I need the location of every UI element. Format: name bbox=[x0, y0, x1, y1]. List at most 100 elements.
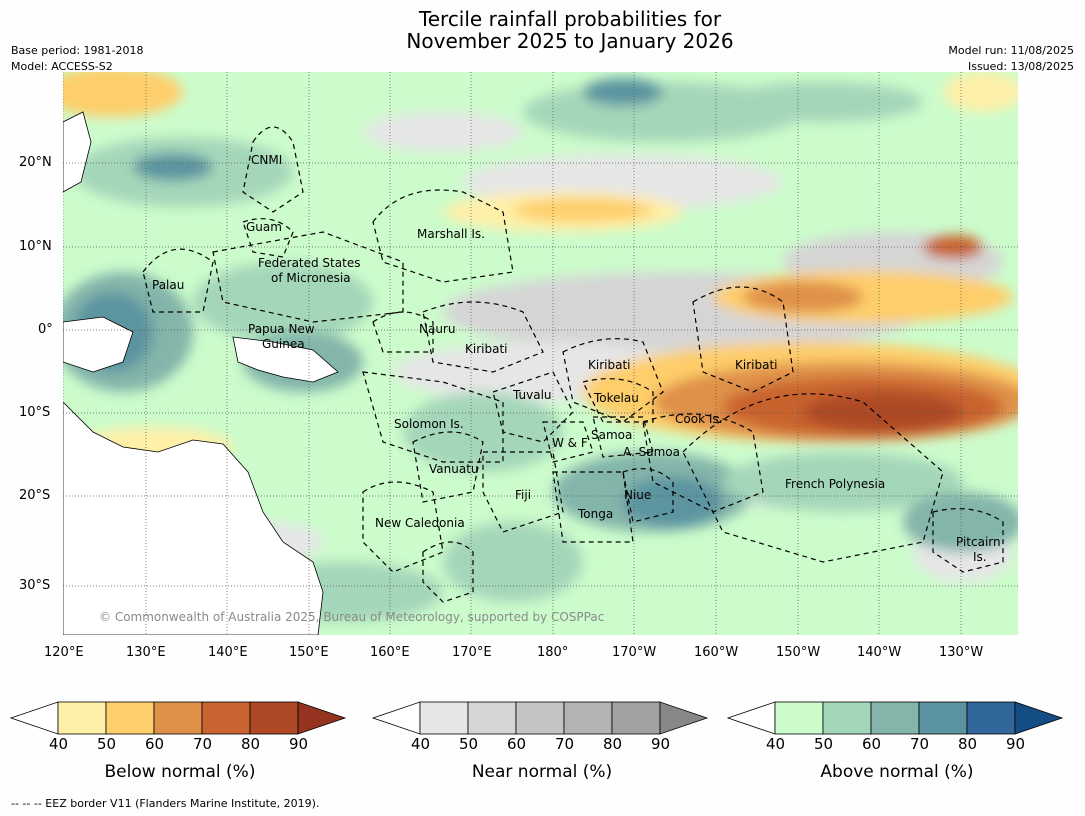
label-niue: Niue bbox=[624, 488, 652, 502]
lon-tick: 180° bbox=[537, 645, 569, 660]
label-guam: Guam bbox=[246, 220, 282, 234]
label-solomon: Solomon Is. bbox=[394, 417, 464, 431]
cb-tick: 80 bbox=[241, 735, 261, 753]
cb-tick: 80 bbox=[603, 735, 623, 753]
cb-tick: 50 bbox=[97, 735, 117, 753]
colorbar-segment bbox=[822, 701, 872, 735]
cb-tick: 40 bbox=[411, 735, 431, 753]
colorbar-segment bbox=[249, 701, 299, 735]
colorbar-segment bbox=[870, 701, 920, 735]
eez-tonga bbox=[552, 471, 634, 543]
cb-tick: 40 bbox=[766, 735, 786, 753]
label-png-1: Papua New bbox=[248, 322, 315, 336]
title-line-1: Tercile rainfall probabilities for bbox=[418, 7, 722, 31]
cb-tick: 80 bbox=[958, 735, 978, 753]
cb-tick: 70 bbox=[910, 735, 930, 753]
eez-niue bbox=[622, 468, 674, 523]
eez-solomon bbox=[362, 371, 504, 463]
cb-tick: 60 bbox=[145, 735, 165, 753]
colorbar-label-above: Above normal (%) bbox=[820, 762, 974, 782]
colorbar-segment bbox=[966, 701, 1016, 735]
model-run: Model run: 11/08/2025 bbox=[948, 44, 1074, 57]
label-pitcairn-2: Is. bbox=[973, 550, 987, 564]
colorbar-segment bbox=[105, 701, 155, 735]
copyright-notice: © Commonwealth of Australia 2025, Bureau… bbox=[99, 610, 604, 624]
label-kiribati-west: Kiribati bbox=[465, 342, 508, 356]
label-fiji: Fiji bbox=[515, 488, 532, 502]
colorbar-segment bbox=[57, 701, 107, 735]
lon-tick: 120°E bbox=[44, 645, 84, 660]
colorbar-segment bbox=[201, 701, 251, 735]
model-name: Model: ACCESS-S2 bbox=[11, 60, 113, 73]
label-nauru: Nauru bbox=[419, 322, 456, 336]
eez-fsm bbox=[212, 231, 404, 323]
colorbar-high-arrow bbox=[659, 701, 709, 735]
colorbar-segment bbox=[774, 701, 824, 735]
lon-tick: 160°E bbox=[370, 645, 410, 660]
colorbar-low-arrow bbox=[371, 701, 421, 735]
label-tonga: Tonga bbox=[578, 507, 614, 521]
eez-kiribati-east bbox=[692, 286, 794, 393]
colorbar-near-normal bbox=[371, 700, 712, 736]
label-png-2: Guinea bbox=[262, 337, 305, 351]
colorbar-below-normal bbox=[9, 700, 350, 736]
cb-tick: 60 bbox=[862, 735, 882, 753]
eez-guam bbox=[242, 218, 294, 258]
cb-tick: 40 bbox=[49, 735, 69, 753]
title-line-2: November 2025 to January 2026 bbox=[406, 29, 734, 53]
colorbar-above-normal bbox=[726, 700, 1067, 736]
issued-date: Issued: 13/08/2025 bbox=[967, 60, 1074, 73]
cb-tick: 70 bbox=[555, 735, 575, 753]
colorbar-label-near: Near normal (%) bbox=[471, 762, 613, 782]
eez-palau bbox=[142, 248, 214, 313]
colorbar-low-arrow bbox=[726, 701, 776, 735]
lat-tick: 30°S bbox=[19, 578, 51, 593]
label-samoa: Samoa bbox=[591, 428, 633, 442]
lat-tick: 20°N bbox=[19, 155, 52, 170]
eez-new-caledonia bbox=[362, 481, 444, 573]
cb-tick: 70 bbox=[193, 735, 213, 753]
label-vanuatu: Vanuatu bbox=[429, 462, 479, 476]
label-kiribati-east: Kiribati bbox=[735, 358, 778, 372]
colorbar-segment bbox=[515, 701, 565, 735]
eez-cnmi bbox=[242, 126, 304, 213]
label-fsm-1: Federated States bbox=[258, 256, 361, 270]
coastlines bbox=[63, 111, 339, 635]
probability-fields bbox=[63, 72, 1018, 622]
cb-tick: 50 bbox=[459, 735, 479, 753]
label-cook: Cook Is. bbox=[675, 412, 723, 426]
lon-tick: 170°W bbox=[612, 645, 657, 660]
label-cnmi: CNMI bbox=[251, 153, 283, 167]
label-pitcairn-1: Pitcairn bbox=[956, 535, 1001, 549]
colorbar-high-arrow bbox=[1014, 701, 1064, 735]
eez-norfolk bbox=[422, 541, 474, 603]
indonesia-islands bbox=[63, 316, 134, 373]
lat-tick: 10°S bbox=[19, 405, 51, 420]
new-guinea-island bbox=[232, 336, 339, 383]
lon-tick: 150°E bbox=[289, 645, 329, 660]
base-period: Base period: 1981-2018 bbox=[11, 44, 144, 57]
cb-tick: 90 bbox=[289, 735, 309, 753]
lon-tick: 170°E bbox=[452, 645, 492, 660]
eez-tuvalu bbox=[492, 371, 574, 443]
label-tuvalu: Tuvalu bbox=[513, 388, 552, 402]
label-fsm-2: of Micronesia bbox=[271, 271, 351, 285]
eez-tokelau bbox=[582, 378, 654, 423]
colorbar-segment bbox=[918, 701, 968, 735]
lon-tick: 160°W bbox=[694, 645, 739, 660]
colorbar-segment bbox=[467, 701, 517, 735]
lat-tick: 20°S bbox=[19, 488, 51, 503]
label-tokelau: Tokelau bbox=[594, 391, 639, 405]
cb-tick: 50 bbox=[814, 735, 834, 753]
eez-footnote: -- -- -- EEZ border V11 (Flanders Marine… bbox=[11, 797, 320, 810]
colorbar-high-arrow bbox=[297, 701, 347, 735]
label-new-caledonia: New Caledonia bbox=[375, 516, 465, 530]
asia-coast bbox=[63, 111, 92, 193]
eez-borders bbox=[142, 126, 1004, 603]
eez-wallis-futuna bbox=[542, 421, 594, 463]
label-marshall: Marshall Is. bbox=[417, 227, 485, 241]
eez-french-polynesia bbox=[682, 393, 944, 563]
lat-tick: 10°N bbox=[19, 239, 52, 254]
eez-kiribati-west bbox=[422, 301, 544, 373]
eez-vanuatu bbox=[412, 431, 484, 503]
